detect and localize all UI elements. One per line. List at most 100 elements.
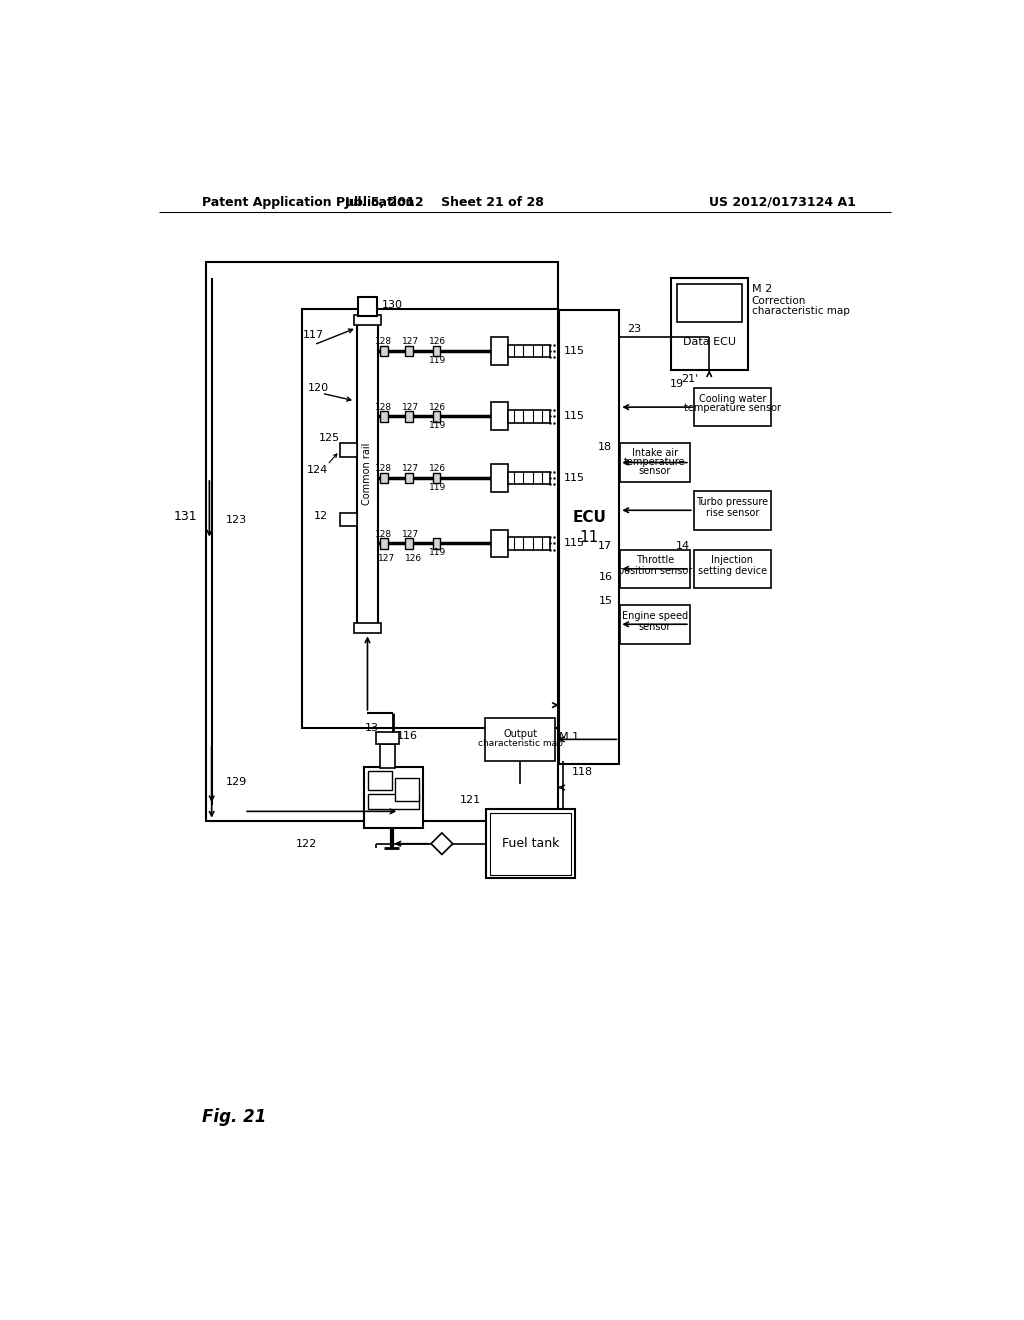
Bar xyxy=(508,411,550,422)
Bar xyxy=(490,337,508,364)
Text: Fig. 21: Fig. 21 xyxy=(202,1107,266,1126)
Bar xyxy=(485,718,555,760)
Bar xyxy=(432,473,440,483)
Text: Correction: Correction xyxy=(752,296,806,306)
Bar xyxy=(559,310,620,764)
Bar xyxy=(406,346,414,356)
Bar xyxy=(621,549,690,589)
Text: 131: 131 xyxy=(174,510,198,523)
Text: 126: 126 xyxy=(404,554,422,564)
Bar xyxy=(486,809,575,878)
Bar xyxy=(365,767,423,829)
Text: Common rail: Common rail xyxy=(362,444,373,506)
Text: rise sensor: rise sensor xyxy=(706,508,759,517)
Bar xyxy=(490,529,508,557)
Text: sensor: sensor xyxy=(639,622,671,631)
Polygon shape xyxy=(431,833,453,854)
Text: 16: 16 xyxy=(598,572,612,582)
Bar xyxy=(369,793,419,809)
Text: 19: 19 xyxy=(671,379,684,389)
Bar xyxy=(353,623,381,634)
Bar xyxy=(380,743,395,768)
Text: 127: 127 xyxy=(402,529,420,539)
Bar xyxy=(693,388,771,426)
Text: position sensor: position sensor xyxy=(617,566,692,576)
Text: Output: Output xyxy=(503,729,538,739)
Text: characteristic map: characteristic map xyxy=(478,739,562,748)
Text: 128: 128 xyxy=(375,529,392,539)
Text: 119: 119 xyxy=(429,483,446,491)
Bar xyxy=(380,539,388,549)
Text: Injection: Injection xyxy=(712,556,754,565)
Text: Fuel tank: Fuel tank xyxy=(502,837,559,850)
Text: Jul. 5, 2012    Sheet 21 of 28: Jul. 5, 2012 Sheet 21 of 28 xyxy=(344,195,544,209)
Bar xyxy=(693,491,771,529)
Text: 126: 126 xyxy=(429,465,446,473)
Text: 15: 15 xyxy=(598,597,612,606)
Text: 119: 119 xyxy=(429,548,446,557)
Bar xyxy=(677,284,741,322)
Text: 17: 17 xyxy=(598,541,612,550)
Text: 14: 14 xyxy=(676,541,690,550)
Bar xyxy=(406,473,414,483)
Text: 127: 127 xyxy=(402,337,420,346)
Text: 18: 18 xyxy=(598,442,612,453)
Text: 128: 128 xyxy=(375,403,392,412)
Text: 119: 119 xyxy=(429,421,446,430)
Text: Patent Application Publication: Patent Application Publication xyxy=(202,195,414,209)
Text: 23: 23 xyxy=(627,325,641,334)
Text: 127: 127 xyxy=(378,554,394,564)
Text: 127: 127 xyxy=(402,465,420,473)
Text: 13: 13 xyxy=(366,723,379,733)
Text: 124: 124 xyxy=(307,465,329,475)
Bar xyxy=(395,779,419,801)
Text: M 2: M 2 xyxy=(752,284,772,294)
Bar xyxy=(490,465,508,492)
Text: 128: 128 xyxy=(375,465,392,473)
Bar xyxy=(432,346,440,356)
Text: 115: 115 xyxy=(564,539,586,548)
Text: 11: 11 xyxy=(580,529,599,545)
Text: 12: 12 xyxy=(314,511,328,521)
Text: Intake air: Intake air xyxy=(632,447,678,458)
Text: 128: 128 xyxy=(375,337,392,346)
Text: ECU: ECU xyxy=(572,511,606,525)
Text: 127: 127 xyxy=(402,403,420,412)
Text: 125: 125 xyxy=(318,433,340,444)
Bar xyxy=(358,297,377,317)
Bar xyxy=(621,605,690,644)
Text: 119: 119 xyxy=(429,355,446,364)
Text: 126: 126 xyxy=(429,403,446,412)
Bar xyxy=(406,539,414,549)
Text: characteristic map: characteristic map xyxy=(752,306,850,315)
Text: Turbo pressure: Turbo pressure xyxy=(696,496,769,507)
Bar xyxy=(508,345,550,358)
Text: 121: 121 xyxy=(460,795,481,805)
Text: 120: 120 xyxy=(308,383,329,393)
Bar xyxy=(380,346,388,356)
Bar xyxy=(406,411,414,422)
Bar xyxy=(380,473,388,483)
Text: temperature sensor: temperature sensor xyxy=(684,403,781,413)
Bar xyxy=(621,444,690,482)
Bar xyxy=(376,733,399,744)
Text: M 1: M 1 xyxy=(559,733,579,742)
Text: 115: 115 xyxy=(564,346,586,356)
Text: Cooling water: Cooling water xyxy=(698,393,766,404)
Bar xyxy=(693,549,771,589)
Bar xyxy=(671,277,748,370)
Text: 126: 126 xyxy=(429,337,446,346)
Text: sensor: sensor xyxy=(639,466,671,477)
Text: 115: 115 xyxy=(564,412,586,421)
Text: 21': 21' xyxy=(681,375,698,384)
Text: 117: 117 xyxy=(302,330,324,341)
Bar xyxy=(353,314,381,326)
Text: Throttle: Throttle xyxy=(636,556,674,565)
Bar xyxy=(369,771,391,789)
Bar xyxy=(340,444,356,457)
Text: 118: 118 xyxy=(571,767,593,777)
Bar xyxy=(508,537,550,549)
Text: 130: 130 xyxy=(382,300,403,310)
Bar xyxy=(432,539,440,549)
Bar xyxy=(302,309,558,729)
